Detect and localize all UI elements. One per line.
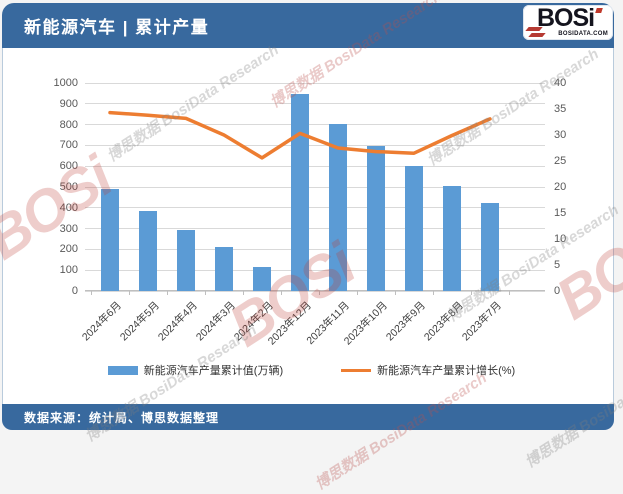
y-axis-tick-label-left: 0 [71,285,78,297]
gridline [85,82,545,84]
x-axis-line [85,290,545,291]
gridline [85,248,545,250]
plot-area: 2024年6月 2024年5月 2024年4月 2024年3月 2024年2月 2023年… [80,82,545,348]
logo-red-dot-icon [595,8,603,13]
legend-bar-swatch-icon [107,365,138,375]
y-axis-tick-label-left: 600 [59,160,78,173]
bar [253,267,271,291]
gridline [85,144,545,146]
footer-bar: 数据来源：统计局、博思数据整理 [2,404,614,430]
y-axis-tick-label-right: 10 [554,233,567,245]
gridline [85,290,545,292]
bar [329,123,347,291]
y-axis-tick-label-right: 20 [554,181,567,193]
x-axis-tick [167,291,168,295]
bar [215,247,233,291]
bar [443,185,461,291]
gridline [85,165,545,167]
legend-item-bar-series: 新能源汽车产量累计值(万辆) [107,362,284,378]
y-axis-tick-label-left: 500 [59,181,78,193]
gridline [85,228,545,230]
x-axis-tick [129,291,130,295]
gridline [85,186,545,188]
legend-item-line-series: 新能源汽车产量累计增长(%) [341,362,515,378]
y-axis-tick-label-left: 300 [59,222,78,235]
x-axis-tick [243,291,244,295]
y-axis-tick-label-right: 0 [554,285,561,297]
y-axis-tick-label-left: 100 [59,264,78,277]
bosi-logo: BOSi BOSIDATA.COM [523,5,613,40]
x-axis-tick [395,291,396,295]
bosi-logo-domain: BOSIDATA.COM [558,31,608,37]
legend-bar-label: 新能源汽车产量累计值(万辆) [143,365,284,377]
x-axis-tick [471,291,472,295]
y-axis-tick-label-right: 5 [554,259,561,271]
x-axis-tick [319,291,320,295]
data-source-note: 数据来源：统计局、博思数据整理 [24,410,220,425]
bar [139,210,157,291]
gridline [85,269,545,271]
y-axis-tick-label-left: 900 [59,97,78,110]
page-title: 新能源汽车 | 累计产量 [24,18,210,37]
y-axis-left: 0 100 200 300 400 500 600 700 800 900 1000 [34,77,78,297]
bar [481,202,499,291]
x-axis-tick [91,291,92,295]
x-axis-tick [357,291,358,295]
x-axis-tick [281,291,282,295]
gridline [85,124,545,126]
gridline [85,103,545,105]
y-axis-tick-label-right: 30 [554,129,567,141]
y-axis-tick-label-right: 15 [554,207,567,219]
y-axis-tick-label-left: 1000 [53,77,78,89]
header-bar: 新能源汽车 | 累计产量 [2,3,614,48]
x-axis-tick [509,291,510,295]
gridline [85,207,545,209]
growth-line [108,110,492,160]
y-axis-tick-label-right: 40 [554,77,567,89]
y-axis-right: 0 5 10 15 20 25 30 35 40 [554,77,588,297]
y-axis-tick-label-left: 700 [59,139,78,152]
x-axis-tick [433,291,434,295]
bar [405,166,423,291]
y-axis-tick-label-right: 35 [554,103,567,115]
y-axis-tick-label-left: 200 [59,243,78,256]
bosi-logo-text: BOSi [537,5,595,32]
y-axis-tick-label-left: 400 [59,201,78,214]
chart-legend: 新能源汽车产量累计值(万辆) 新能源汽车产量累计增长(%) [0,362,623,378]
bar [291,94,309,291]
logo-stripe-icon [528,33,546,37]
bar [177,229,195,291]
bar [101,189,119,291]
y-axis-tick-label-left: 800 [59,118,78,131]
bar [367,146,385,291]
legend-line-swatch-icon [341,368,372,372]
x-axis-tick [205,291,206,295]
y-axis-tick-label-right: 25 [554,155,567,167]
legend-line-label: 新能源汽车产量累计增长(%) [377,365,516,377]
